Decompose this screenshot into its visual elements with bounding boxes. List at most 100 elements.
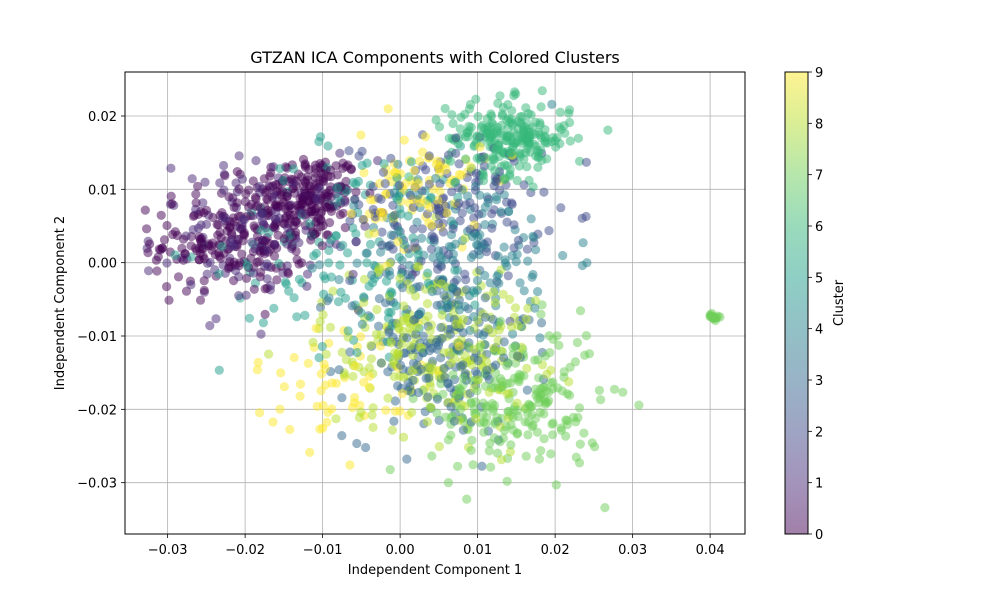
scatter-point — [519, 286, 529, 296]
scatter-point — [425, 326, 435, 336]
scatter-point — [509, 220, 519, 230]
y-axis-label: Independent Component 2 — [53, 216, 68, 390]
scatter-point — [368, 204, 378, 215]
scatter-point — [445, 329, 455, 339]
scatter-point — [337, 393, 347, 403]
colorbar-tick-label: 3 — [815, 374, 823, 389]
scatter-point — [331, 414, 341, 424]
scatter-point — [315, 159, 325, 169]
scatter-point — [451, 148, 461, 158]
scatter-point — [421, 373, 431, 383]
scatter-point — [285, 424, 295, 435]
scatter-point — [519, 180, 529, 190]
scatter-point — [314, 353, 324, 363]
scatter-point — [356, 407, 366, 417]
scatter-point — [217, 213, 227, 223]
scatter-point — [193, 181, 203, 191]
x-tick-label: −0.01 — [303, 543, 343, 558]
scatter-point — [327, 404, 337, 414]
scatter-point — [487, 223, 497, 233]
scatter-point — [432, 394, 442, 404]
scatter-point — [364, 281, 374, 291]
scatter-point — [351, 179, 361, 189]
scatter-point — [254, 181, 264, 191]
scatter-point — [450, 178, 460, 188]
scatter-point — [490, 376, 500, 386]
plot-frame — [124, 71, 746, 535]
scatter-point — [358, 214, 368, 225]
scatter-point — [413, 387, 424, 398]
scatter-point — [145, 239, 155, 249]
scatter-point — [480, 293, 490, 303]
scatter-point — [247, 237, 257, 247]
scatter-point — [458, 425, 468, 435]
scatter-point — [409, 224, 419, 234]
scatter-point — [533, 287, 543, 297]
scatter-point — [463, 191, 473, 201]
colorbar-tick-label: 5 — [815, 271, 823, 286]
scatter-point — [446, 216, 456, 226]
scatter-point — [306, 235, 316, 245]
scatter-point — [443, 478, 453, 488]
x-axis-label: Independent Component 1 — [348, 563, 522, 578]
y-tick-label: 0.00 — [88, 257, 117, 272]
scatter-point — [315, 424, 325, 434]
scatter-point — [443, 378, 453, 388]
colorbar-frame — [784, 71, 809, 535]
scatter-point — [424, 151, 434, 161]
scatter-point — [514, 148, 525, 158]
scatter-point — [447, 110, 457, 120]
scatter-point — [334, 275, 344, 285]
scatter-point — [485, 132, 495, 142]
scatter-point — [386, 153, 396, 163]
scatter-point — [431, 115, 441, 125]
scatter-point — [484, 446, 494, 456]
scatter-point — [521, 314, 532, 324]
scatter-point — [361, 442, 371, 453]
scatter-point — [164, 295, 174, 305]
scatter-point — [199, 208, 209, 218]
scatter-point — [503, 271, 513, 281]
scatter-point — [473, 246, 484, 256]
scatter-point — [467, 435, 477, 445]
x-tick-label: 0.01 — [463, 543, 492, 558]
scatter-point — [491, 360, 501, 370]
scatter-point — [324, 293, 334, 303]
scatter-point — [466, 162, 476, 172]
scatter-point — [564, 105, 575, 115]
scatter-point — [249, 221, 259, 231]
scatter-point — [434, 122, 445, 132]
scatter-point — [493, 123, 503, 133]
scatter-point — [481, 418, 491, 429]
scatter-point — [348, 371, 358, 381]
scatter-point — [565, 136, 575, 146]
scatter-point — [397, 389, 407, 399]
scatter-point — [357, 146, 367, 156]
scatter-point — [535, 333, 545, 343]
scatter-point — [241, 290, 251, 300]
scatter-point — [536, 446, 546, 456]
scatter-point — [283, 268, 293, 279]
scatter-point — [533, 355, 543, 365]
scatter-point — [279, 197, 289, 207]
scatter-point — [493, 98, 503, 108]
scatter-point — [381, 276, 392, 286]
scatter-point — [490, 166, 500, 176]
scatter-point — [265, 171, 275, 181]
scatter-point — [393, 381, 403, 391]
scatter-point — [417, 224, 427, 234]
scatter-point — [198, 251, 208, 261]
scatter-point — [481, 153, 491, 163]
scatter-point — [237, 249, 247, 259]
scatter-point — [581, 211, 591, 222]
scatter-point — [578, 238, 588, 248]
scatter-point — [404, 172, 414, 182]
scatter-point — [383, 104, 393, 114]
scatter-point — [403, 211, 413, 221]
scatter-point — [523, 417, 534, 427]
scatter-point — [542, 369, 552, 379]
scatter-point — [533, 388, 543, 398]
scatter-point — [315, 132, 326, 142]
scatter-point — [269, 222, 279, 232]
scatter-point — [237, 174, 247, 184]
